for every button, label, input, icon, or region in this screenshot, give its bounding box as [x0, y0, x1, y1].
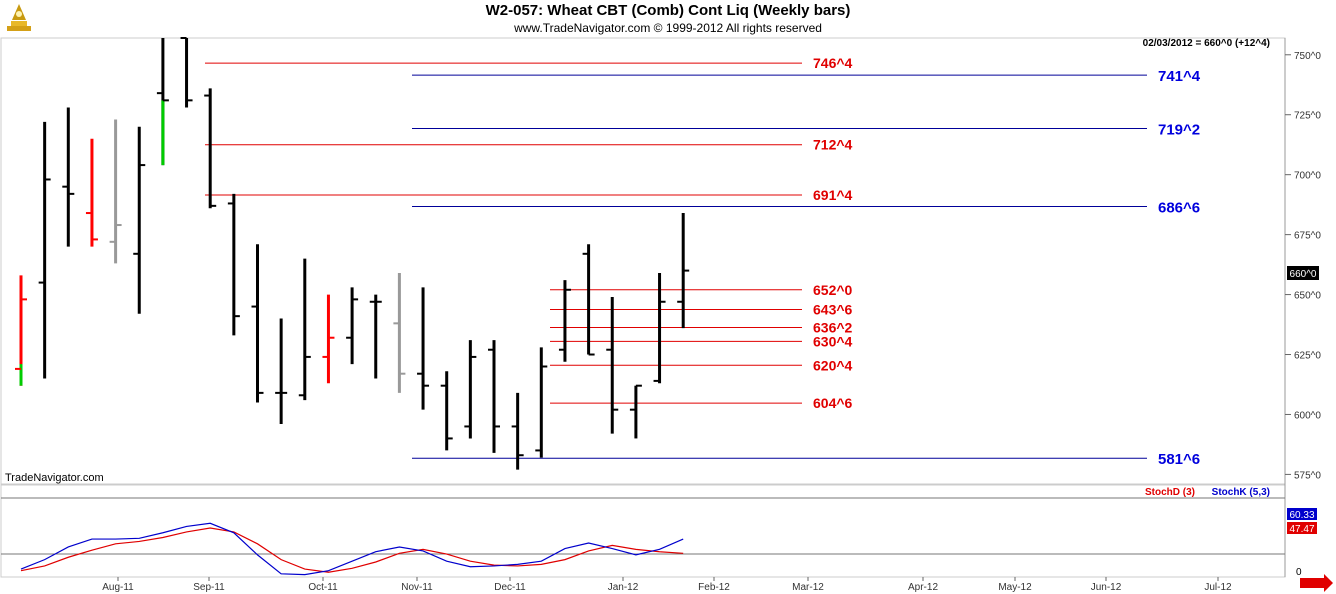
level-label-red-4: 643^6: [813, 302, 853, 318]
trade-navigator-logo-icon: [7, 4, 31, 31]
stoch-d-legend: StochD (3): [1145, 487, 1195, 498]
price-bars: [15, 37, 690, 470]
chart-subtitle: www.TradeNavigator.com © 1999-2012 All r…: [514, 21, 822, 35]
ohlc-bar: [511, 392, 524, 470]
x-tick-label: Jul-12: [1204, 582, 1232, 593]
level-label-blue-3: 581^6: [1158, 451, 1200, 468]
stoch-d-value-tag: 47.47: [1287, 522, 1317, 535]
chart-header: W2-057: Wheat CBT (Comb) Cont Liq (Weekl…: [0, 0, 1336, 38]
ohlc-bar: [180, 37, 193, 108]
ohlc-bar: [629, 384, 642, 439]
level-label-red-3: 652^0: [813, 282, 853, 298]
x-tick-label: Jun-12: [1091, 582, 1122, 593]
x-tick-label: Nov-11: [401, 582, 433, 593]
level-label-red-2: 691^4: [813, 187, 853, 203]
ohlc-bar: [558, 280, 571, 362]
scroll-right-arrow-icon[interactable]: [1300, 574, 1333, 592]
watermark: TradeNavigator.com: [5, 472, 104, 484]
last-price-tag-label: 660^0: [1290, 269, 1317, 280]
stoch-d-line: [20, 527, 684, 573]
stochastic-lines: [20, 522, 684, 576]
y-tick-label: 650^0: [1294, 291, 1321, 302]
level-label-blue-0: 741^4: [1158, 68, 1201, 85]
x-tick-label: Mar-12: [792, 582, 824, 593]
y-axis-ticks: 750^0 725^0 700^0 675^0 650^0 625^0 600^0 575^0: [1285, 51, 1321, 481]
ohlc-bar: [369, 294, 382, 379]
ohlc-bar: [464, 340, 477, 439]
x-tick-label: Dec-11: [494, 582, 526, 593]
ohlc-bar: [133, 126, 146, 314]
ohlc-bar: [346, 287, 359, 365]
y-tick-label: 600^0: [1294, 410, 1321, 421]
y-tick-label: 700^0: [1294, 171, 1321, 182]
level-label-blue-2: 686^6: [1158, 199, 1200, 216]
ohlc-bar: [204, 88, 217, 209]
y-tick-label: 725^0: [1294, 111, 1321, 122]
x-tick-label: Apr-12: [908, 582, 938, 593]
ohlc-bar: [677, 213, 690, 329]
x-tick-label: Feb-12: [698, 582, 730, 593]
stoch-d-value: 47.47: [1289, 524, 1314, 535]
ohlc-bar: [393, 272, 406, 393]
level-label-red-5: 636^2: [813, 320, 853, 336]
x-tick-label: Sep-11: [193, 582, 225, 593]
ohlc-bar: [38, 121, 51, 379]
ohlc-bar: [653, 272, 666, 384]
ohlc-bar: [582, 244, 595, 356]
x-tick-label: May-12: [998, 582, 1032, 593]
ohlc-bar: [488, 340, 500, 453]
stoch-k-value-tag: 60.33: [1287, 508, 1317, 521]
level-label-red-8: 604^6: [813, 395, 853, 411]
y-tick-label: 750^0: [1294, 51, 1321, 62]
date-readout: 02/03/2012 = 660^0 (+12^4): [1143, 38, 1270, 49]
stoch-zero-label: 0: [1296, 567, 1302, 578]
y-tick-label: 575^0: [1294, 470, 1321, 481]
ohlc-bar: [227, 193, 240, 336]
ohlc-bar: [156, 38, 169, 166]
stoch-k-legend: StochK (5,3): [1212, 487, 1270, 498]
level-label-red-1: 712^4: [813, 137, 853, 153]
price-panel-frame: [0, 37, 1286, 485]
stoch-k-line: [20, 522, 684, 576]
ohlc-bar: [417, 287, 430, 410]
level-label-blue-1: 719^2: [1158, 122, 1200, 139]
ohlc-bar: [322, 294, 335, 384]
level-label-red-7: 620^4: [813, 357, 853, 373]
ohlc-bar: [109, 119, 122, 264]
chart-title: W2-057: Wheat CBT (Comb) Cont Liq (Weekl…: [485, 2, 851, 19]
x-axis-ticks: Aug-11 Sep-11 Oct-11 Nov-11 Dec-11 Jan-12 Feb-…: [102, 577, 1232, 593]
level-label-red-6: 630^4: [813, 333, 853, 349]
ohlc-bar: [62, 107, 75, 247]
y-tick-label: 625^0: [1294, 351, 1321, 362]
x-tick-label: Oct-11: [308, 582, 338, 593]
ohlc-bar: [15, 275, 27, 386]
level-label-red-0: 746^4: [813, 55, 853, 71]
x-tick-label: Jan-12: [608, 582, 639, 593]
last-price-tag: 660^0: [1287, 266, 1319, 280]
ohlc-bar: [251, 244, 264, 403]
ohlc-bar: [535, 347, 548, 458]
ohlc-bar: [440, 371, 453, 451]
ohlc-bar: [85, 138, 98, 247]
ohlc-bar: [606, 296, 619, 434]
ohlc-bar: [275, 318, 288, 425]
stoch-k-value: 60.33: [1289, 510, 1314, 521]
ohlc-bar: [298, 258, 311, 401]
y-tick-label: 675^0: [1294, 231, 1321, 242]
x-tick-label: Aug-11: [102, 582, 134, 593]
